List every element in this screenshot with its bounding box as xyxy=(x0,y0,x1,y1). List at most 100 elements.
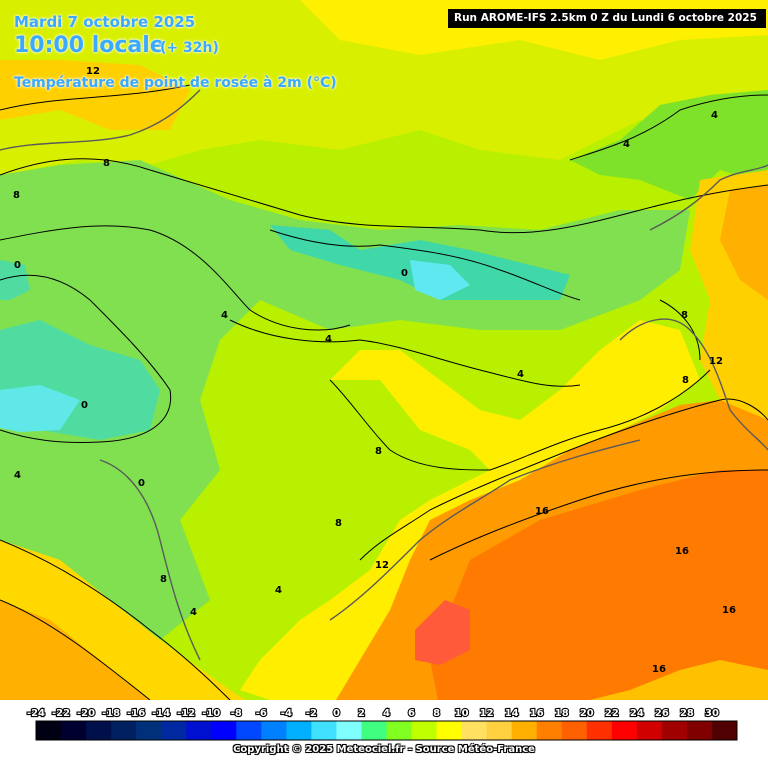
legend-tick-label: -22 xyxy=(52,708,70,719)
legend-swatch xyxy=(661,721,688,740)
contour-label: 16 xyxy=(722,605,736,616)
contour-line-8-north xyxy=(0,158,768,234)
legend-swatch xyxy=(611,721,638,740)
legend-swatch xyxy=(61,721,87,740)
legend-tick-label: -20 xyxy=(77,708,95,719)
legend-swatch xyxy=(686,721,713,740)
dewpoint-zone-corsica-yellow xyxy=(580,660,768,710)
contour-label: 4 xyxy=(325,334,332,345)
legend-swatch xyxy=(461,721,488,740)
variable-title: Température de point de rosée à 2m (°C) xyxy=(14,75,337,91)
legend-swatch xyxy=(311,721,337,740)
contour-label: 4 xyxy=(221,310,228,321)
contour-label: 12 xyxy=(86,66,100,77)
contour-line-0-west xyxy=(0,274,172,443)
model-run-banner: Run AROME-IFS 2.5km 0 Z du Lundi 6 octob… xyxy=(448,9,766,28)
dewpoint-zone-mediterranean-hotspot xyxy=(415,600,470,665)
legend-tick-label: 18 xyxy=(555,708,569,719)
contour-line-16-mediterranean xyxy=(429,469,768,561)
contour-label: 0 xyxy=(14,260,21,271)
contour-label: 16 xyxy=(675,546,689,557)
contour-label: 4 xyxy=(190,607,197,618)
border-east xyxy=(649,164,768,231)
legend-tick-label: 20 xyxy=(580,708,594,719)
contour-line-0-central xyxy=(269,229,581,301)
legend-tick-label: -6 xyxy=(256,708,267,719)
contour-line-8-central xyxy=(329,369,711,471)
coastline-north xyxy=(0,89,201,151)
dewpoint-zone-top-left-orange xyxy=(0,60,190,130)
contour-label: 4 xyxy=(711,110,718,121)
legend-tick-label: 16 xyxy=(530,708,544,719)
contour-label: 4 xyxy=(623,139,630,150)
contour-label: 4 xyxy=(517,369,524,380)
contour-label: 4 xyxy=(14,470,21,481)
legend-swatch xyxy=(386,721,413,740)
legend-swatch xyxy=(111,721,137,740)
contour-line-12-coast xyxy=(359,398,768,561)
contour-label: 12 xyxy=(709,356,723,367)
coastline-south xyxy=(329,439,641,621)
legend-tick-label: 14 xyxy=(505,708,519,719)
contour-label: 16 xyxy=(652,664,666,675)
dewpoint-map: 12 8 8 4 4 0 0 4 4 0 0 4 8 8 12 8 4 8 12… xyxy=(0,0,768,710)
legend-tick-label: 8 xyxy=(433,708,440,719)
legend-tick-label: -16 xyxy=(127,708,145,719)
color-legend: -24 -22 -20 -18 -16 -14 -12 -10 -8 -6 -4 -2 0 2 4 6 8 10 1… xyxy=(0,700,768,768)
legend-tick-label: 10 xyxy=(455,708,469,719)
contour-label: 8 xyxy=(13,190,20,201)
legend-swatch xyxy=(286,721,312,740)
contour-line-12-southwest xyxy=(0,599,151,701)
legend-tick-label: -14 xyxy=(152,708,170,719)
contour-label: 0 xyxy=(81,400,88,411)
legend-tick-label: 22 xyxy=(605,708,619,719)
legend-swatch xyxy=(36,721,62,740)
legend-tick-label: -4 xyxy=(281,708,292,719)
legend-tick-label: 12 xyxy=(480,708,494,719)
legend-tick-label: 4 xyxy=(383,708,390,719)
contour-label: 8 xyxy=(681,310,688,321)
legend-swatch xyxy=(336,721,362,740)
border-southwest xyxy=(99,459,201,661)
legend-tick-label: -2 xyxy=(306,708,317,719)
contour-label: 16 xyxy=(535,506,549,517)
forecast-date: Mardi 7 octobre 2025 xyxy=(14,13,196,31)
legend-swatch xyxy=(711,721,738,740)
legend-swatch xyxy=(236,721,262,740)
legend-border xyxy=(35,720,738,741)
border-lines xyxy=(0,89,768,661)
legend-tick-label: 6 xyxy=(408,708,415,719)
legend-tick-label: 2 xyxy=(358,708,365,719)
dewpoint-zone-west-coldest xyxy=(0,385,80,432)
legend-swatch xyxy=(511,721,538,740)
legend-swatch xyxy=(161,721,187,740)
contour-line-12-north xyxy=(0,84,191,111)
legend-tick-label: -12 xyxy=(177,708,195,719)
contour-label: 8 xyxy=(375,446,382,457)
contour-label: 4 xyxy=(275,585,282,596)
legend-swatch xyxy=(411,721,438,740)
legend-tick-label: 28 xyxy=(680,708,694,719)
legend-tick-label: 26 xyxy=(655,708,669,719)
legend-tick-label: -8 xyxy=(231,708,242,719)
contour-label: 0 xyxy=(401,268,408,279)
legend-swatch xyxy=(361,721,387,740)
contour-labels: 12 8 8 4 4 0 0 4 4 0 0 4 8 8 12 8 4 8 12… xyxy=(13,66,736,710)
legend-swatch xyxy=(636,721,663,740)
legend-swatch xyxy=(261,721,287,740)
forecast-time: 10:00 locale xyxy=(14,33,165,58)
legend-tick-label: -10 xyxy=(202,708,220,719)
legend-swatch xyxy=(86,721,112,740)
legend-tick-label: 30 xyxy=(705,708,719,719)
dewpoint-zone-mediterranean-red xyxy=(430,470,768,710)
border-south-east xyxy=(619,318,768,451)
legend-swatch xyxy=(536,721,563,740)
dewpoint-zone-west-cyan-north xyxy=(0,260,30,300)
contour-label: 12 xyxy=(375,560,389,571)
legend-tick-label: -18 xyxy=(102,708,120,719)
contour-line-4-northeast xyxy=(569,94,768,161)
legend-swatch xyxy=(586,721,613,740)
contour-lines xyxy=(0,84,768,710)
legend-swatch xyxy=(186,721,212,740)
